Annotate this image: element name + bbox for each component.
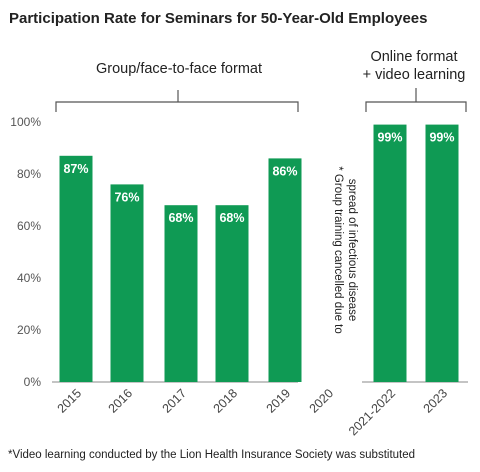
bracket-face-to-face [55,101,299,112]
x-tick-label: 2021-2022 [346,386,398,438]
bar [215,205,249,382]
y-tick-label: 100% [10,115,41,129]
x-tick-label: 2023 [421,386,451,416]
bracket-online [365,101,467,112]
x-tick-label: 2015 [55,386,85,416]
data-label: 68% [219,211,244,225]
note-2020: * Group training cancelled due to spread … [332,166,358,334]
data-label: 86% [272,164,297,178]
chart-title: Participation Rate for Seminars for 50-Y… [9,10,428,27]
bar [268,158,302,382]
y-tick-label: 60% [17,219,41,233]
data-label: 87% [63,162,88,176]
y-tick-label: 20% [17,323,41,337]
note-2020-line1: * Group training cancelled due to [332,166,344,334]
y-tick-label: 0% [24,375,42,389]
bar [373,124,407,382]
bar [425,124,459,382]
group-label-online: Online format + video learning [350,48,478,84]
x-tick-label: 2016 [106,386,136,416]
note-2020-line2: spread of infectious disease [346,179,358,322]
group-label-online-line1: Online format [370,49,458,65]
data-label: 68% [168,211,193,225]
data-label: 99% [429,131,454,145]
x-tick-label: 2018 [211,386,241,416]
bar [164,205,198,382]
x-tick-label: 2020 [307,386,337,416]
group-label-online-line2: + video learning [362,67,466,83]
y-tick-label: 40% [17,271,41,285]
bar [59,155,93,382]
data-label: 99% [377,131,402,145]
bar [110,184,144,382]
x-tick-label: 2017 [160,386,190,416]
group-label-face-to-face: Group/face-to-face format [95,61,262,77]
x-tick-label: 2019 [264,386,294,416]
footnote: *Video learning conducted by the Lion He… [8,449,416,461]
y-tick-label: 80% [17,167,41,181]
data-label: 76% [114,190,139,204]
